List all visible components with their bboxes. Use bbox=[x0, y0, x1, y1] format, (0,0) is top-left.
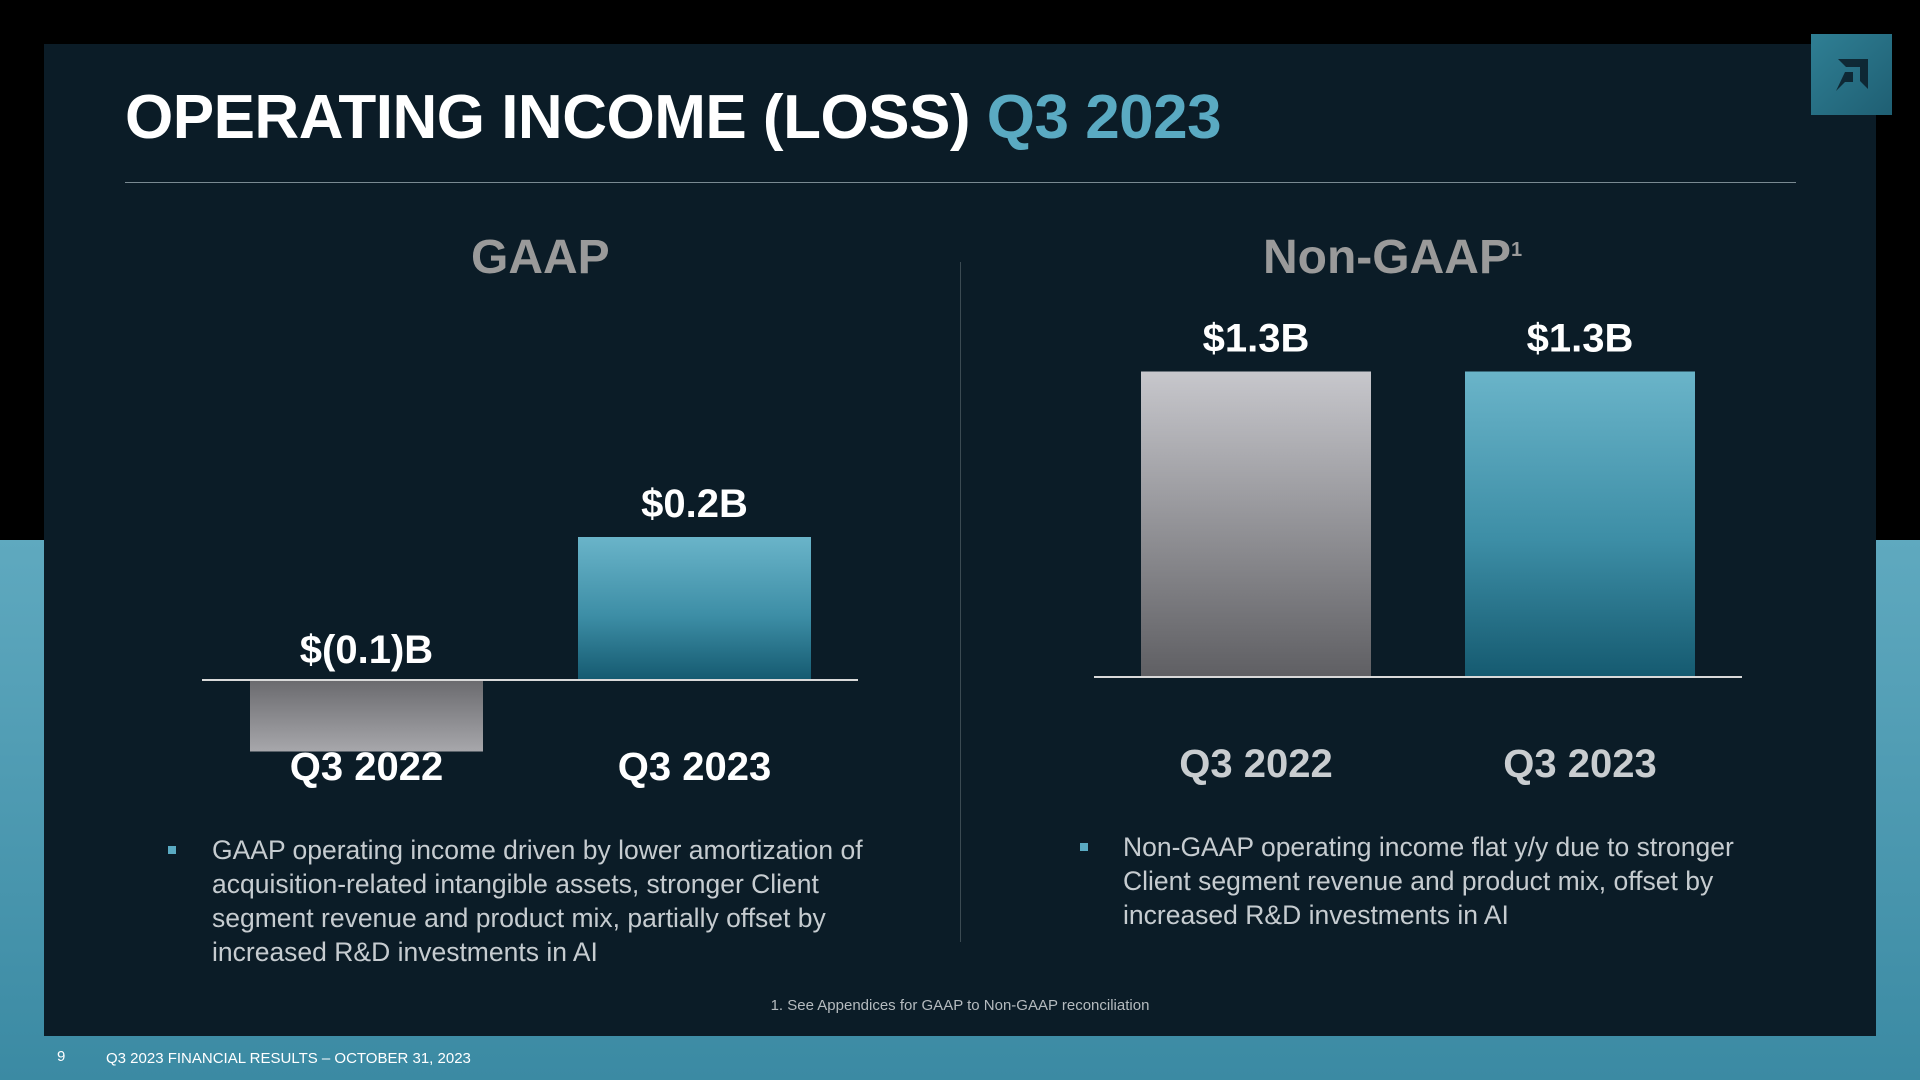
nongaap-bullet-text: Non-GAAP operating income flat y/y due t… bbox=[1123, 832, 1734, 930]
footnote-marker: 1 bbox=[1510, 239, 1523, 261]
category-label-0-0: Q3 2022 bbox=[290, 745, 443, 789]
footer-text: Q3 2023 FINANCIAL RESULTS – OCTOBER 31, … bbox=[106, 1050, 471, 1067]
category-label-0-1: Q3 2023 bbox=[618, 745, 771, 789]
title-divider bbox=[125, 182, 1796, 183]
bar-value-label-0-1: $0.2B bbox=[641, 482, 748, 526]
category-label-1-1: Q3 2023 bbox=[1503, 742, 1656, 786]
bullet-icon bbox=[1080, 843, 1088, 851]
gaap-bullet-text: GAAP operating income driven by lower am… bbox=[212, 835, 863, 967]
nongaap-title-text: Non-GAAP bbox=[1263, 231, 1511, 284]
section-divider bbox=[960, 262, 961, 942]
bar-nongaap-0 bbox=[1141, 371, 1371, 677]
bar-value-label-0-0: $(0.1)B bbox=[300, 628, 433, 672]
nongaap-section-title: Non-GAAP1 bbox=[1263, 230, 1522, 285]
title-main: OPERATING INCOME (LOSS) bbox=[125, 83, 971, 152]
gaap-bullet: GAAP operating income driven by lower am… bbox=[168, 833, 912, 969]
amd-logo-icon bbox=[1811, 34, 1892, 115]
bullet-icon bbox=[168, 846, 176, 854]
gaap-section-title: GAAP bbox=[471, 231, 610, 284]
title-accent: Q3 2023 bbox=[986, 83, 1222, 152]
nongaap-bullet: Non-GAAP operating income flat y/y due t… bbox=[1080, 830, 1803, 932]
page-number: 9 bbox=[57, 1048, 66, 1065]
bar-value-label-1-0: $1.3B bbox=[1203, 317, 1310, 361]
footnote: 1. See Appendices for GAAP to Non-GAAP r… bbox=[770, 997, 1150, 1014]
bar-value-label-1-1: $1.3B bbox=[1527, 317, 1634, 361]
bar-gaap-1 bbox=[578, 537, 811, 680]
page-title: OPERATING INCOME (LOSS) Q3 2023 bbox=[125, 82, 1222, 153]
bar-nongaap-1 bbox=[1465, 371, 1695, 677]
category-label-1-0: Q3 2022 bbox=[1179, 742, 1332, 786]
bar-gaap-0 bbox=[250, 680, 483, 752]
